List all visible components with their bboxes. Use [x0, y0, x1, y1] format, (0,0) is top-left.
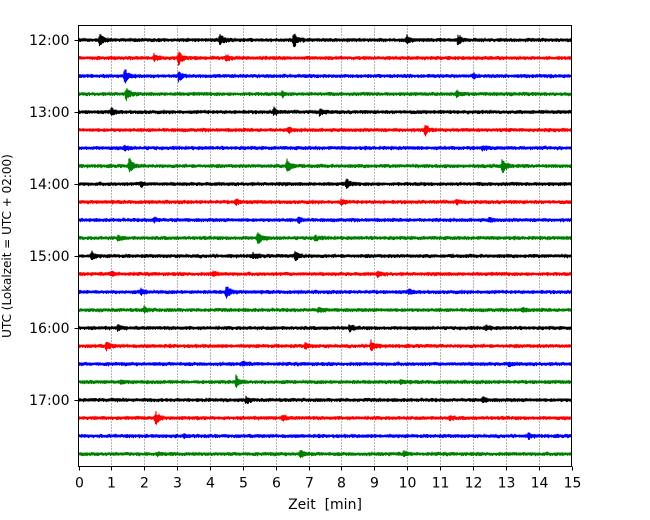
y-axis-label: UTC (Lokalzeit = UTC + 02:00)	[0, 154, 14, 338]
x-tick-label: 7	[305, 476, 314, 492]
trace-1615	[77, 339, 573, 352]
plot-frame	[78, 25, 572, 467]
x-tick-label: 3	[173, 476, 182, 492]
x-tick-label: 8	[337, 476, 346, 492]
trace-1545	[77, 305, 573, 314]
trace-1430	[77, 216, 573, 224]
x-tick-label: 13	[498, 476, 516, 492]
trace-1445	[77, 232, 573, 244]
trace-1600	[77, 324, 573, 333]
y-tick-label: 14:00	[29, 177, 69, 193]
y-tick-label: 15:00	[29, 249, 69, 265]
x-tick-label: 10	[399, 476, 417, 492]
x-tick-layer: 0 1 2 3 4 5 6 7 8 9 10 11 12 13 14 15	[75, 466, 582, 492]
trace-layer	[77, 33, 573, 459]
x-tick-label: 5	[239, 476, 248, 492]
trace-1730	[77, 432, 573, 441]
trace-1415	[77, 198, 573, 207]
x-tick-label: 11	[432, 476, 450, 492]
x-tick-label: 2	[140, 476, 149, 492]
x-tick-label: 0	[75, 476, 84, 492]
y-tick-label: 13:00	[29, 105, 69, 121]
trace-1345	[77, 158, 573, 173]
x-tick-label: 1	[107, 476, 116, 492]
trace-1630	[77, 360, 573, 368]
trace-1200	[77, 33, 573, 48]
y-tick-label: 12:00	[29, 33, 69, 49]
trace-1245	[77, 88, 573, 102]
x-tick-label: 12	[465, 476, 483, 492]
trace-1215	[77, 51, 573, 66]
x-tick-label: 6	[272, 476, 281, 492]
trace-1715	[77, 410, 573, 425]
x-tick-label: 14	[531, 476, 549, 492]
trace-1515	[77, 270, 573, 279]
trace-1500	[77, 250, 573, 262]
trace-1745	[77, 449, 573, 459]
trace-1315	[77, 125, 573, 137]
x-tick-label: 15	[564, 476, 582, 492]
trace-1330	[77, 144, 573, 152]
x-axis-label: Zeit [min]	[288, 497, 362, 513]
y-tick-label: 16:00	[29, 321, 69, 337]
x-tick-label: 4	[206, 476, 215, 492]
trace-1700	[77, 395, 573, 405]
y-tick-layer: 12:00 13:00 14:00 15:00 16:00 17:00	[29, 33, 79, 409]
trace-1400	[77, 178, 573, 189]
trace-1530	[77, 286, 573, 299]
trace-1645	[77, 374, 573, 388]
y-tick-label: 17:00	[29, 393, 69, 409]
trace-1230	[77, 69, 573, 84]
trace-1300	[77, 106, 573, 117]
x-tick-label: 9	[370, 476, 379, 492]
